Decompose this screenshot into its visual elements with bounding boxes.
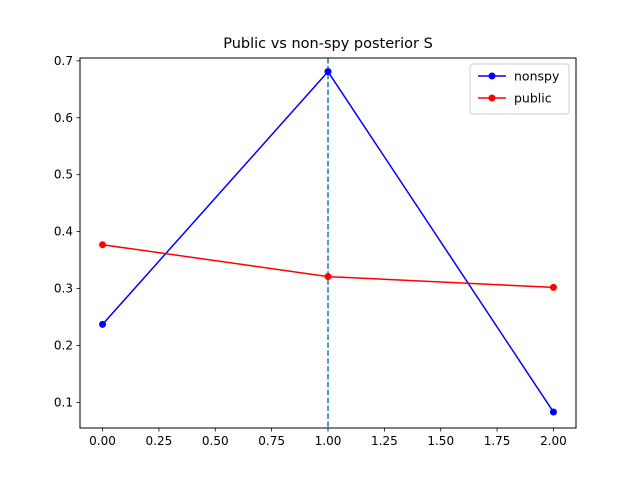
legend: nonspy public	[469, 63, 570, 115]
data-point-public-2	[549, 283, 557, 291]
chart-title: Public vs non-spy posterior S	[223, 36, 433, 52]
x-axis: 0.00 0.25 0.50 0.75 1.00 1.25 1.50 1.75 2.00	[89, 428, 567, 448]
x-tick-label: 2.00	[540, 434, 567, 448]
x-tick-label: 0.75	[258, 434, 285, 448]
data-point-public-1	[324, 273, 332, 281]
x-tick-label: 0.00	[89, 434, 116, 448]
y-tick-label: 0.5	[54, 168, 73, 182]
plot-area	[99, 58, 557, 428]
y-tick-label: 0.3	[54, 282, 73, 296]
x-tick-label: 1.50	[427, 434, 454, 448]
y-tick-label: 0.7	[54, 54, 73, 68]
legend-label-nonspy: nonspy	[514, 69, 560, 84]
y-axis: 0.1 0.2 0.3 0.4 0.5 0.6 0.7	[54, 54, 80, 409]
x-tick-label: 1.00	[315, 434, 342, 448]
x-tick-label: 1.75	[484, 434, 511, 448]
y-tick-label: 0.2	[54, 338, 73, 352]
x-tick-label: 0.25	[146, 434, 173, 448]
data-point-nonspy-1	[324, 68, 332, 76]
legend-marker-public	[488, 94, 496, 102]
y-tick-label: 0.1	[54, 395, 73, 409]
data-point-nonspy-0	[99, 320, 107, 328]
data-point-public-0	[99, 241, 107, 249]
y-tick-label: 0.4	[54, 225, 73, 239]
data-point-nonspy-2	[549, 408, 557, 416]
y-tick-label: 0.6	[54, 111, 73, 125]
legend-label-public: public	[514, 91, 552, 106]
x-tick-label: 1.25	[371, 434, 398, 448]
legend-marker-nonspy	[488, 72, 496, 80]
x-tick-label: 0.50	[202, 434, 229, 448]
